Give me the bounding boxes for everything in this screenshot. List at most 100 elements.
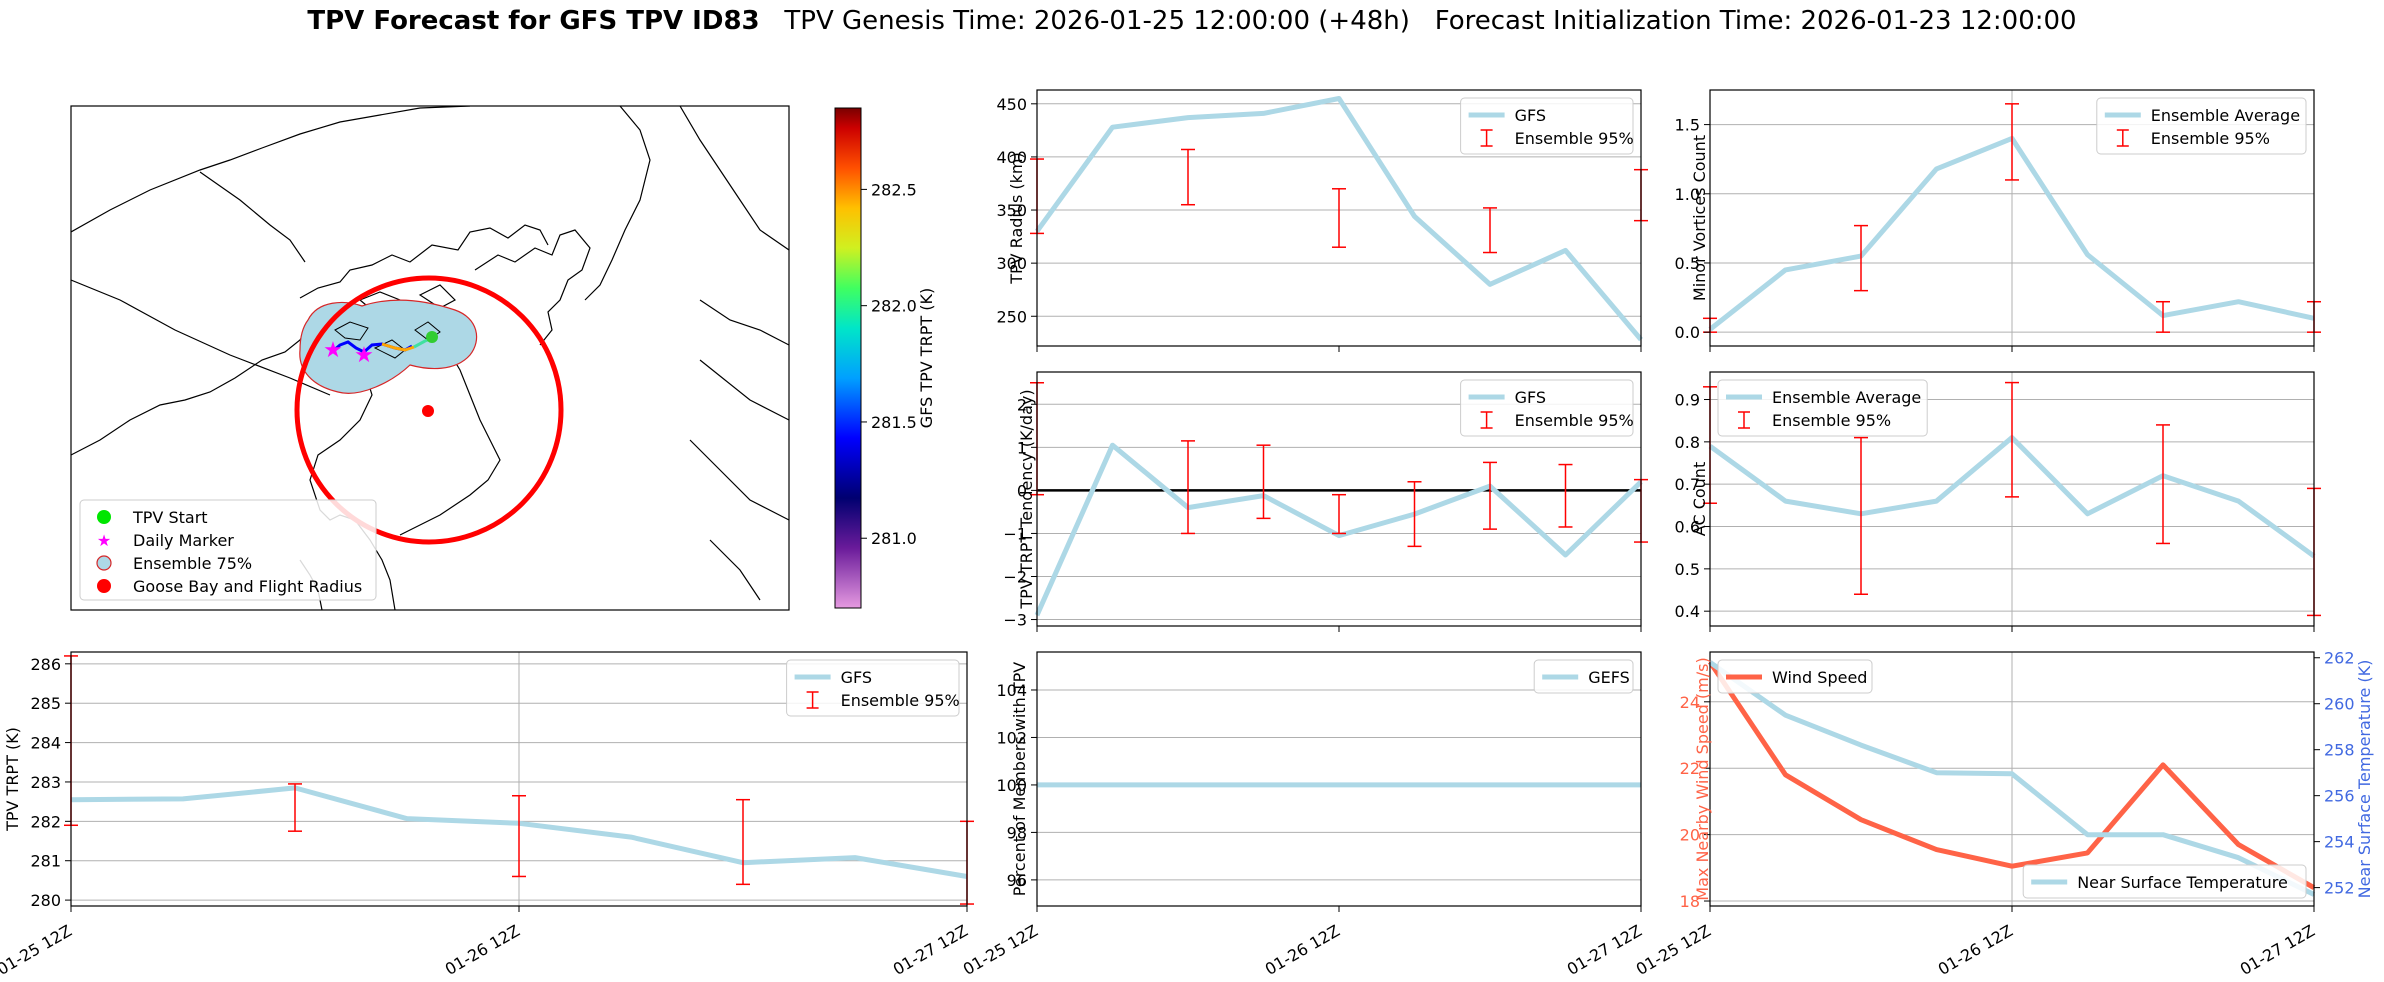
y-tick-label: 280 (30, 891, 61, 910)
plot-area (1037, 652, 1641, 906)
tpv-start-marker (426, 331, 438, 343)
y-tick-label: 22 (1680, 759, 1700, 778)
y-tick-label: 286 (30, 655, 61, 674)
y-tick-label: 0.5 (1675, 560, 1700, 579)
legend-label: GFS (1515, 106, 1546, 125)
magenta-star-icon: ★ (97, 531, 111, 550)
chart-trpt: 280 281 282 283 284 285 286 01-25 12Z 01-26 12Z 0… (0, 651, 974, 979)
legend-label: Ensemble 95% (841, 691, 960, 710)
map-legend-label: Daily Marker (133, 531, 234, 550)
green-circle-icon (97, 510, 111, 524)
x-tick-label: 01-26 12Z (1262, 921, 1343, 979)
colorbar: 281.0 281.5 282.0 282.5 GFS TPV TRPT (K) (834, 107, 936, 609)
y-tick-label: 2 (1017, 395, 1027, 414)
x-tick-label: 01-27 12Z (890, 921, 971, 979)
chart-legend: GFS Ensemble 95% (786, 659, 960, 717)
x-tick-label: 01-26 12Z (1935, 921, 2016, 979)
y-tick-label: 0.7 (1675, 475, 1700, 494)
legend-label: GFS (841, 668, 872, 687)
y-tick-label: 18 (1680, 892, 1700, 911)
legend-box (1460, 97, 1634, 155)
goose-bay-marker (422, 405, 434, 417)
y-tick-label: 282 (30, 812, 61, 831)
map-legend-box (79, 499, 377, 601)
series-line-wind-speed (1707, 660, 2316, 890)
legend-label: Ensemble Average (1772, 388, 1921, 407)
legend-box (786, 659, 960, 717)
legend-box (2096, 97, 2307, 155)
series-line-near-surface-temperature (1708, 660, 2316, 897)
daily-marker-star: ★ (354, 343, 374, 368)
chart-ac: 0.4 0.5 0.6 0.7 0.8 0.9 AC Count Ensemble Avera… (1675, 371, 2321, 632)
tpv-track-warm (381, 342, 415, 352)
chart-legend: GEFS (1533, 659, 1634, 694)
y-tick-label: 0.0 (1675, 323, 1700, 342)
greenland-coast (584, 106, 789, 301)
y-tick-label: 250 (996, 307, 1027, 326)
map-legend: TPV Start ★ Daily Marker Ensemble 75% Go… (79, 499, 377, 601)
y-tick-label: 285 (30, 694, 61, 713)
series-line-gfs (1034, 442, 1643, 617)
y-tick-label: 96 (1007, 871, 1027, 890)
x-tick-label: 01-25 12Z (0, 921, 75, 979)
y-axis-label: Max Nearby Wind Speed (m/s) (1693, 657, 1712, 900)
colorbar-ticks: 281.0 281.5 282.0 282.5 (861, 180, 917, 548)
y-axis-label: TPV Radius (km) (1007, 152, 1026, 285)
chart-legend: GFS Ensemble 95% (1460, 379, 1634, 437)
graticule-line-2 (199, 171, 306, 263)
legend-label: Ensemble Average (2151, 106, 2300, 125)
europe-coast (689, 299, 789, 601)
y-tick-label: 281 (30, 852, 61, 871)
y-tick-label: 283 (30, 773, 61, 792)
x-tick-label: 01-26 12Z (442, 921, 523, 979)
legend-box (1717, 659, 1873, 694)
legend-label: Ensemble 95% (2151, 129, 2270, 148)
y-tick-label: 0.6 (1675, 518, 1700, 537)
series-line-gfs (1034, 96, 1643, 342)
y-tick-label: 1.5 (1675, 116, 1700, 135)
chart-wind: 18 20 22 24 01-25 12Z 01-26 12Z 01-27 12Z Max N… (1633, 649, 2374, 979)
chart-legend: Near Surface Temperature (2022, 864, 2307, 899)
x-tick-label: 01-25 12Z (960, 921, 1041, 979)
y2-tick-label: 252 (2324, 879, 2355, 898)
legend-label: Ensemble 95% (1772, 411, 1891, 430)
chart-legend: Ensemble Average Ensemble 95% (1717, 379, 1928, 437)
y-tick-label: 450 (996, 95, 1027, 114)
lightblue-circle-icon (96, 555, 112, 571)
labrador-coast (399, 344, 501, 536)
legend-label: Wind Speed (1772, 668, 1867, 687)
y-tick-label: −1 (1003, 524, 1027, 543)
y-tick-label: 300 (996, 254, 1027, 273)
y-tick-label: 0.8 (1675, 433, 1700, 452)
y-tick-label: 104 (996, 681, 1027, 700)
red-circle-icon (97, 579, 111, 593)
legend-label: Near Surface Temperature (2077, 873, 2288, 892)
y-tick-label: 0 (1017, 481, 1027, 500)
graticule-arc (71, 106, 471, 233)
figure-title: TPV Forecast for GFS TPV ID83 TPV Genesi… (0, 6, 2384, 36)
flight-radius-circle (294, 275, 564, 545)
y-tick-label: 98 (1007, 823, 1027, 842)
colorbar-tick-label: 281.5 (871, 413, 917, 432)
map-legend-label: Ensemble 75% (133, 554, 252, 573)
figure-title-rest: TPV Genesis Time: 2026-01-25 12:00:00 (+… (759, 6, 2077, 36)
legend-label: GEFS (1588, 668, 1630, 687)
map-legend-label: Goose Bay and Flight Radius (133, 577, 362, 596)
map-legend-label: TPV Start (132, 508, 208, 527)
coastline-east (474, 229, 591, 346)
chart-radius: 250 300 350 400 450 TPV Radius (km) GFS Ensembl… (996, 89, 1648, 352)
y-tick-label: 0.9 (1675, 391, 1700, 410)
map-panel: ★ ★ TPV Start ★ Daily Marker Ensemble 75… (70, 105, 936, 611)
y-tick-label: 24 (1680, 693, 1700, 712)
y-tick-label: 0.5 (1675, 254, 1700, 273)
y-tick-label: 102 (996, 728, 1027, 747)
y-tick-label: 350 (996, 201, 1027, 220)
legend-box (1460, 379, 1634, 437)
colorbar-tick-label: 282.5 (871, 180, 917, 199)
y2-tick-label: 256 (2324, 787, 2355, 806)
legend-label: GFS (1515, 388, 1546, 407)
y-axis-label: Percent of Members with TPV (1010, 662, 1029, 896)
